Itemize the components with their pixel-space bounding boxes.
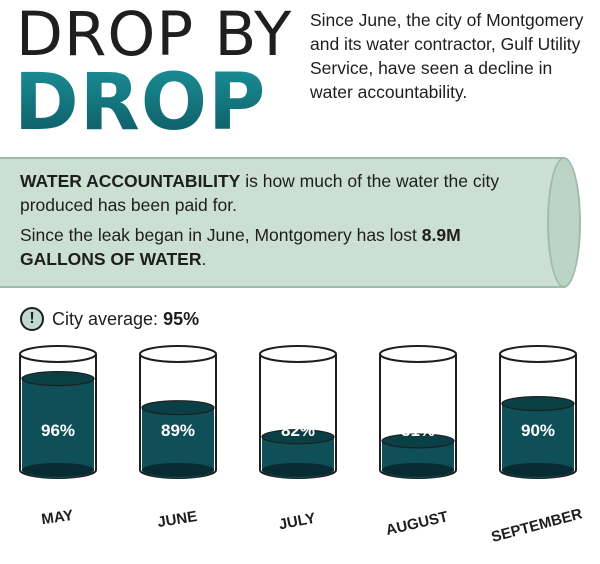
category-label-may: MAY: [40, 507, 74, 528]
loss-value: 8.9M GALLONS OF WATER: [20, 225, 461, 269]
water-june: [142, 407, 214, 478]
category-label-september: SEPTEMBER: [490, 505, 585, 546]
intro-text: Since June, the city of Montgomery and i…: [310, 10, 584, 102]
headline-line1: DROP BY: [16, 0, 293, 70]
glass-bottom-june: [142, 463, 214, 477]
loss-paragraph: Since the leak began in June, Montgomery…: [20, 223, 545, 271]
glass-bottom-september: [502, 463, 574, 477]
value-label-may: 96%: [41, 421, 75, 440]
pipe-end-cap: [547, 157, 581, 288]
water-surface-september: [501, 395, 575, 412]
glass-bottom-july: [262, 463, 334, 477]
value-label-june: 89%: [161, 421, 195, 440]
pipe-banner: WATER ACCOUNTABILITY is how much of the …: [0, 157, 600, 292]
glass-rim-may: [19, 345, 97, 363]
definition-paragraph: WATER ACCOUNTABILITY is how much of the …: [20, 169, 545, 217]
term-label: WATER ACCOUNTABILITY: [20, 171, 241, 191]
city-average: ! City average: 95%: [20, 305, 199, 333]
loss-text: Since the leak began in June, Montgomery…: [20, 225, 422, 245]
accountability-chart: 96% MAY 89% JUNE 82% JULY 81% AUGUST 90% SEPTEMBE…: [19, 345, 585, 546]
exclamation-icon: !: [20, 307, 44, 331]
water-surface-august: [381, 433, 455, 449]
water-may: [22, 378, 94, 478]
water-surface-may: [21, 371, 95, 387]
glass-bottom-may: [22, 463, 94, 477]
water-september: [502, 403, 574, 478]
category-label-july: JULY: [277, 510, 317, 534]
value-label-september: 90%: [521, 421, 555, 440]
water-surface-june: [141, 400, 215, 416]
glass-rim-june: [139, 345, 217, 363]
category-label-june: JUNE: [156, 508, 198, 531]
glass-bottom-august: [382, 463, 454, 477]
headline-line2: DROP: [14, 58, 267, 148]
pipe-text: WATER ACCOUNTABILITY is how much of the …: [20, 169, 545, 277]
average-text: City average: 95%: [52, 309, 199, 330]
value-label-july: 82%: [281, 421, 315, 440]
pipe-body: [0, 157, 565, 288]
category-label-august: AUGUST: [384, 508, 450, 539]
definition-text: is how much of the water the city produc…: [20, 171, 500, 215]
water-surface-july: [261, 429, 335, 445]
glass-rim-september: [499, 345, 577, 363]
glass-rim-august: [379, 345, 457, 363]
average-value: 95%: [163, 308, 200, 329]
glass-rim-july: [259, 345, 337, 363]
average-label: City average:: [52, 308, 164, 329]
loss-end: .: [201, 249, 207, 269]
value-label-august: 81%: [401, 421, 435, 440]
